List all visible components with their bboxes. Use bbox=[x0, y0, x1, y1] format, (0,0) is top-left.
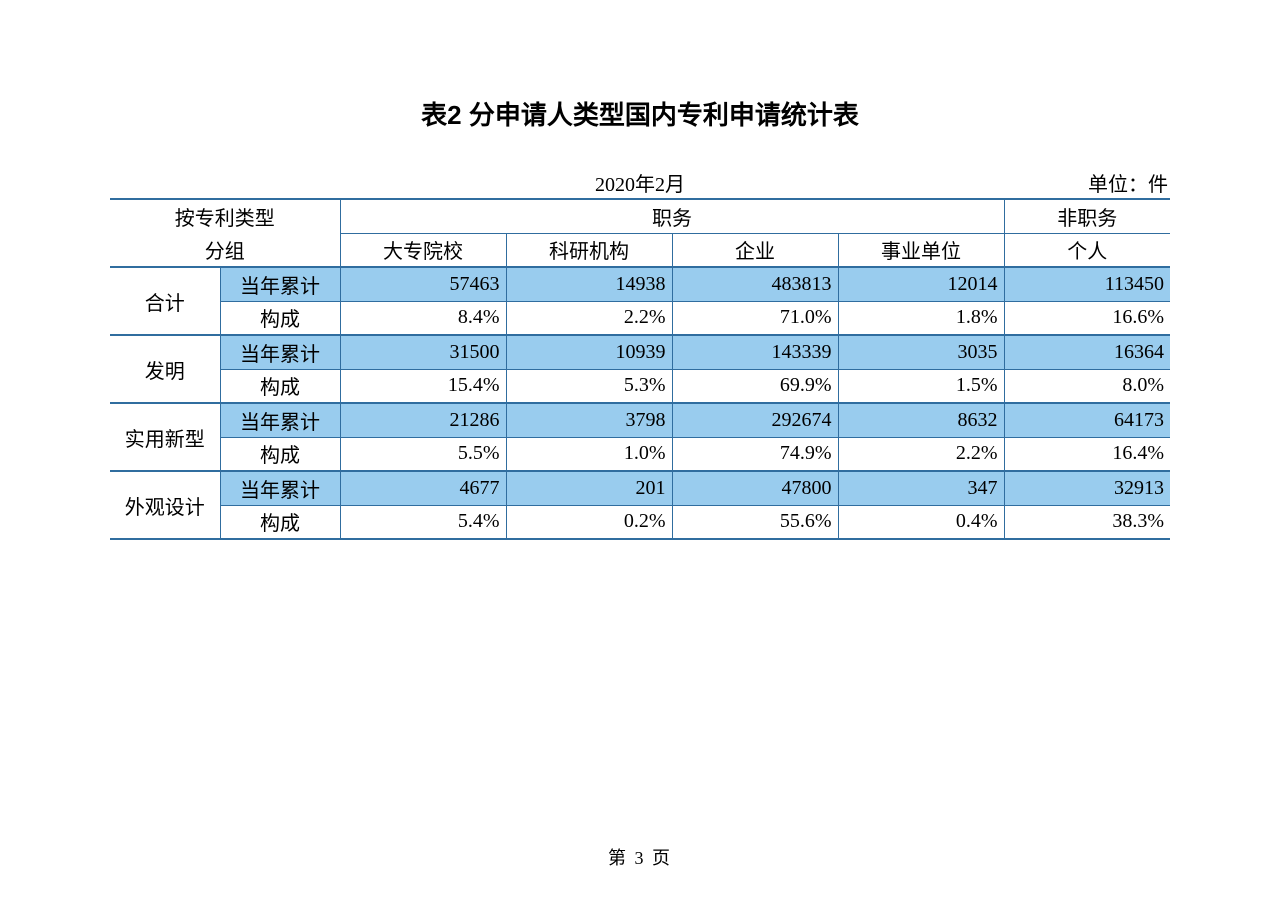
hdr-col-1: 科研机构 bbox=[506, 233, 672, 267]
cell-cum: 12014 bbox=[838, 267, 1004, 301]
page-footer: 第 3 页 bbox=[0, 844, 1280, 870]
cell-cum: 113450 bbox=[1004, 267, 1170, 301]
cell-pct: 8.0% bbox=[1004, 369, 1170, 403]
cell-cum: 483813 bbox=[672, 267, 838, 301]
hdr-zhiwu: 职务 bbox=[340, 199, 1004, 233]
hdr-group-bottom: 分组 bbox=[110, 233, 340, 267]
hdr-col-3: 事业单位 bbox=[838, 233, 1004, 267]
cell-pct: 2.2% bbox=[506, 301, 672, 335]
cell-pct: 8.4% bbox=[340, 301, 506, 335]
cell-pct: 69.9% bbox=[672, 369, 838, 403]
row-category: 合计 bbox=[110, 267, 220, 335]
cell-cum: 292674 bbox=[672, 403, 838, 437]
cell-pct: 15.4% bbox=[340, 369, 506, 403]
cell-cum: 21286 bbox=[340, 403, 506, 437]
meta-row: 2020年2月 单位：件 bbox=[110, 168, 1170, 194]
hdr-col-4: 个人 bbox=[1004, 233, 1170, 267]
cell-pct: 5.4% bbox=[340, 505, 506, 539]
cell-cum: 10939 bbox=[506, 335, 672, 369]
cell-cum: 3798 bbox=[506, 403, 672, 437]
sub-cum: 当年累计 bbox=[220, 471, 340, 505]
cell-pct: 1.8% bbox=[838, 301, 1004, 335]
cell-cum: 201 bbox=[506, 471, 672, 505]
hdr-group-top: 按专利类型 bbox=[110, 199, 340, 233]
cell-pct: 1.0% bbox=[506, 437, 672, 471]
hdr-feizhiwu: 非职务 bbox=[1004, 199, 1170, 233]
cell-pct: 74.9% bbox=[672, 437, 838, 471]
sub-cum: 当年累计 bbox=[220, 403, 340, 437]
sub-pct: 构成 bbox=[220, 505, 340, 539]
cell-cum: 3035 bbox=[838, 335, 1004, 369]
page-content: 表2 分申请人类型国内专利申请统计表 2020年2月 单位：件 按专利类型 职务… bbox=[110, 95, 1170, 540]
cell-cum: 57463 bbox=[340, 267, 506, 301]
cell-cum: 64173 bbox=[1004, 403, 1170, 437]
cell-cum: 8632 bbox=[838, 403, 1004, 437]
cell-cum: 47800 bbox=[672, 471, 838, 505]
row-category: 外观设计 bbox=[110, 471, 220, 539]
cell-cum: 347 bbox=[838, 471, 1004, 505]
cell-pct: 55.6% bbox=[672, 505, 838, 539]
row-category: 发明 bbox=[110, 335, 220, 403]
sub-pct: 构成 bbox=[220, 301, 340, 335]
sub-cum: 当年累计 bbox=[220, 335, 340, 369]
date-label: 2020年2月 bbox=[595, 168, 685, 197]
sub-pct: 构成 bbox=[220, 437, 340, 471]
cell-cum: 143339 bbox=[672, 335, 838, 369]
cell-cum: 32913 bbox=[1004, 471, 1170, 505]
cell-pct: 0.4% bbox=[838, 505, 1004, 539]
cell-pct: 16.4% bbox=[1004, 437, 1170, 471]
cell-pct: 2.2% bbox=[838, 437, 1004, 471]
cell-cum: 14938 bbox=[506, 267, 672, 301]
row-category: 实用新型 bbox=[110, 403, 220, 471]
cell-pct: 0.2% bbox=[506, 505, 672, 539]
table-body: 合计当年累计574631493848381312014113450构成8.4%2… bbox=[110, 267, 1170, 539]
cell-pct: 1.5% bbox=[838, 369, 1004, 403]
sub-cum: 当年累计 bbox=[220, 267, 340, 301]
cell-pct: 5.5% bbox=[340, 437, 506, 471]
cell-pct: 16.6% bbox=[1004, 301, 1170, 335]
sub-pct: 构成 bbox=[220, 369, 340, 403]
cell-cum: 16364 bbox=[1004, 335, 1170, 369]
cell-pct: 71.0% bbox=[672, 301, 838, 335]
hdr-col-0: 大专院校 bbox=[340, 233, 506, 267]
hdr-col-2: 企业 bbox=[672, 233, 838, 267]
table-title: 表2 分申请人类型国内专利申请统计表 bbox=[110, 95, 1170, 132]
cell-cum: 4677 bbox=[340, 471, 506, 505]
stats-table: 按专利类型 职务 非职务 分组 大专院校 科研机构 企业 事业单位 个人 合计当… bbox=[110, 198, 1170, 540]
cell-cum: 31500 bbox=[340, 335, 506, 369]
unit-label: 单位：件 bbox=[1088, 168, 1168, 197]
cell-pct: 5.3% bbox=[506, 369, 672, 403]
cell-pct: 38.3% bbox=[1004, 505, 1170, 539]
